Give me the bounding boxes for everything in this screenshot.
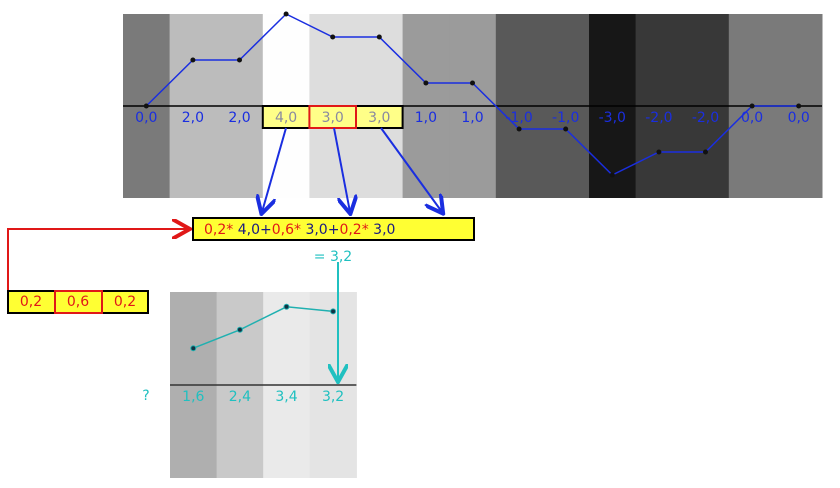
signal-label: -3,0 (599, 110, 626, 126)
signal-point (283, 11, 289, 17)
signal-label: 0,0 (788, 110, 810, 126)
output-point (283, 303, 290, 310)
output-line (193, 306, 334, 349)
signal-label: 4,0 (275, 110, 297, 126)
arrow (333, 127, 350, 212)
signal-point (656, 149, 662, 155)
output-point (190, 345, 197, 352)
kernel-weight: 0,2 (20, 294, 42, 310)
arrow (7, 229, 188, 291)
signal-point (423, 80, 429, 86)
signal-point (143, 103, 149, 109)
signal-point (376, 34, 382, 40)
signal-point (237, 57, 242, 63)
output-label: 2,4 (229, 389, 251, 405)
signal-point (796, 103, 802, 109)
signal-label: 1,0 (415, 110, 437, 126)
arrow (380, 127, 442, 212)
signal-label: 3,0 (368, 110, 390, 126)
output-strip: 1,6 2,4 3,4 3,2 (170, 292, 357, 478)
signal-label: 2,0 (228, 110, 250, 126)
value: 4,0 (238, 222, 260, 238)
signal-label: 0,0 (135, 110, 157, 126)
signal-label: 0,0 (741, 110, 763, 126)
window-center (308, 105, 357, 129)
signal-label: 1,0 (461, 110, 483, 126)
weight: 0,2* (204, 222, 233, 238)
kernel-weight: 0,6 (67, 294, 89, 310)
signal-point (703, 149, 708, 155)
value: 3,0 (373, 222, 395, 238)
signal-point (609, 172, 615, 178)
signal-label: 3,0 (322, 110, 344, 126)
signal-label: 2,0 (182, 110, 204, 126)
output-label: 3,4 (275, 389, 297, 405)
value: 3,0 (305, 222, 327, 238)
weight: 0,2* (339, 222, 368, 238)
kernel-weight: 0,2 (114, 294, 136, 310)
result: = 3,2 (314, 249, 352, 265)
formula: 0,2* 4,0+0,6* 3,0+0,2* 3,0 (204, 222, 395, 238)
signal-strip: 0,0 2,0 2,0 4,0 3,0 3,0 1,0 1,0 -1,0 -1,0 -3,0 -2,0… (123, 11, 823, 198)
signal-point (749, 103, 755, 109)
operator: + (260, 222, 272, 238)
operator: + (328, 222, 340, 238)
signal-point (190, 57, 196, 63)
output-label: 1,6 (182, 389, 204, 405)
arrow (262, 127, 287, 212)
unknown-label: ? (142, 388, 149, 404)
signal-label: -2,0 (645, 110, 672, 126)
output-point (236, 326, 243, 333)
kernel-center (54, 290, 103, 314)
signal-point (563, 126, 569, 132)
output-label: 3,2 (322, 389, 344, 405)
output-point (330, 308, 337, 315)
signal-point (470, 80, 475, 86)
signal-label: -2,0 (692, 110, 719, 126)
formula-box (192, 217, 475, 241)
signal-point (330, 34, 336, 40)
weight: 0,6* (272, 222, 301, 238)
signal-point (516, 126, 522, 132)
signal-label: -1,0 (505, 110, 532, 126)
signal-label: -1,0 (552, 110, 579, 126)
